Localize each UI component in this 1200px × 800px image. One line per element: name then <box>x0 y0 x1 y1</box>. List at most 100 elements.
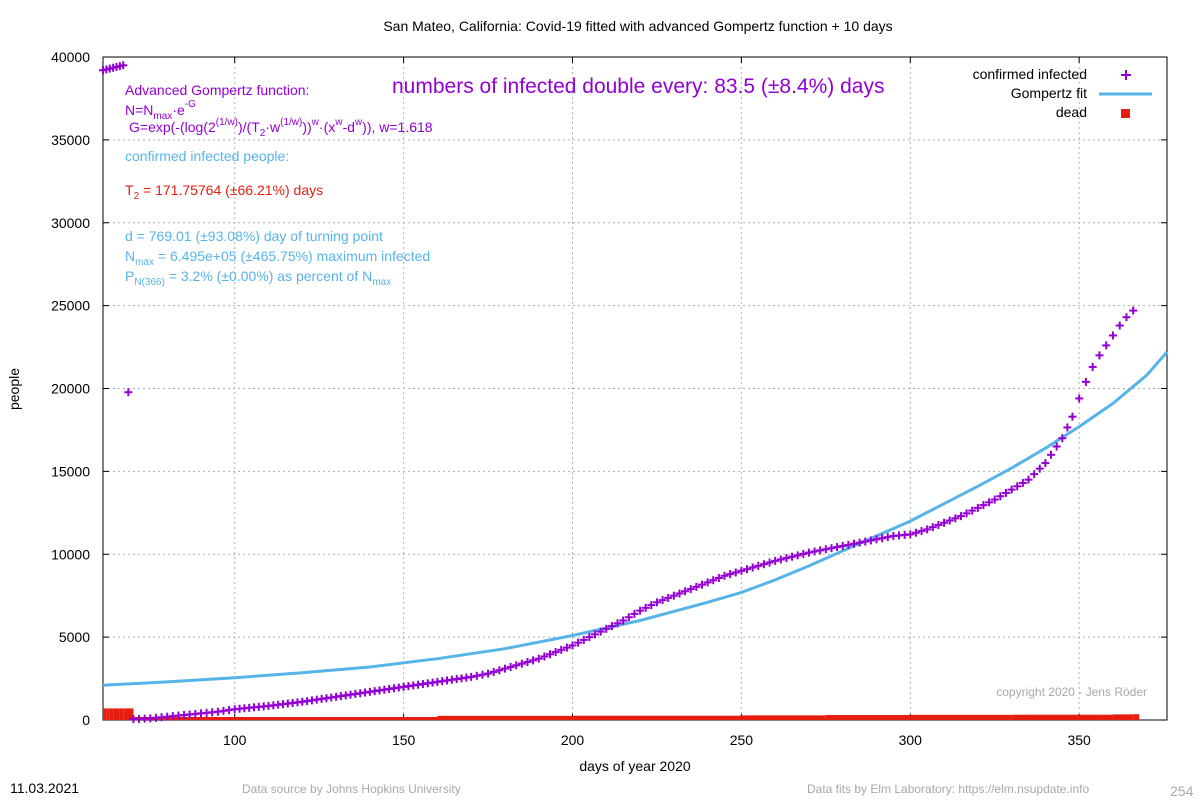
infected-point <box>1102 341 1111 350</box>
formula-g: G=exp(-(log(2(1/w))/(T2·w(1/w)))w·(xw-dw… <box>129 117 433 139</box>
infected-point <box>776 555 785 564</box>
infected-point <box>534 654 543 663</box>
y-tick-label: 5000 <box>59 629 90 645</box>
y-axis-label: people <box>6 368 22 410</box>
dead-bar <box>123 708 134 720</box>
footer-source: Data source by Johns Hopkins University <box>242 782 461 796</box>
infected-point <box>782 554 791 563</box>
series-gompertz-fit <box>102 351 1169 687</box>
infected-point <box>585 633 594 642</box>
infected-point <box>934 520 943 529</box>
grid-lines <box>103 57 1167 720</box>
infected-point <box>540 652 549 661</box>
footer-date: 11.03.2021 <box>10 780 79 796</box>
y-tick-label: 30000 <box>51 215 90 231</box>
infected-point <box>619 616 628 625</box>
infected-point <box>641 603 650 612</box>
dead-bar <box>234 717 269 720</box>
infected-point <box>1081 377 1090 386</box>
infected-point <box>630 609 639 618</box>
infected-point <box>1068 412 1077 421</box>
dead-bar <box>113 708 117 720</box>
infected-point <box>1052 442 1061 451</box>
infected-point <box>731 568 740 577</box>
infected-point <box>793 551 802 560</box>
chart-title: San Mateo, California: Covid-19 fitted w… <box>383 18 892 34</box>
infected-point <box>1115 321 1124 330</box>
infected-point <box>591 630 600 639</box>
dead-bar <box>109 708 114 720</box>
gompertz-title: Advanced Gompertz function: <box>125 82 309 98</box>
infected-point <box>1047 450 1056 459</box>
infected-point <box>906 530 915 539</box>
infected-point <box>119 61 128 70</box>
infected-point <box>945 516 954 525</box>
infected-point <box>1013 482 1022 491</box>
dead-bar <box>200 717 235 720</box>
x-tick-label: 100 <box>223 732 247 748</box>
confirmed-label: confirmed infected people: <box>125 148 289 164</box>
infected-point <box>816 546 825 555</box>
infected-point <box>872 535 881 544</box>
dead-bar <box>103 708 107 720</box>
legend-marker-dead <box>1121 109 1130 118</box>
infected-point <box>467 672 476 681</box>
infected-point <box>962 509 971 518</box>
infected-point <box>771 556 780 565</box>
infected-point <box>681 587 690 596</box>
infected-point <box>529 656 538 665</box>
t2-line: T2 = 171.75764 (±66.21%) days <box>125 182 323 202</box>
infected-point <box>748 563 757 572</box>
series-dead <box>103 708 1140 720</box>
infected-point <box>866 536 875 545</box>
infected-point <box>692 582 701 591</box>
infected-point <box>754 561 763 570</box>
infected-point <box>917 527 926 536</box>
infected-point <box>1063 423 1072 432</box>
dead-bar <box>741 715 826 720</box>
legend-label-fit: Gompertz fit <box>1011 85 1087 101</box>
nmax-line: Nmax = 6.495e+05 (±465.75%) maximum infe… <box>125 248 430 268</box>
infected-point <box>911 528 920 537</box>
infected-point <box>720 571 729 580</box>
infected-point <box>1075 394 1084 403</box>
infected-point <box>624 613 633 622</box>
infected-point <box>810 547 819 556</box>
infected-point <box>979 501 988 510</box>
infected-point <box>1041 459 1050 468</box>
infected-point <box>647 601 656 610</box>
footer-fits: Data fits by Elm Laboratory: https://elm… <box>807 782 1089 796</box>
doubling-annotation: numbers of infected double every: 83.5 (… <box>392 75 884 98</box>
y-tick-label: 15000 <box>51 463 90 479</box>
infected-point <box>804 548 813 557</box>
infected-point <box>517 659 526 668</box>
infected-point <box>506 662 515 671</box>
infected-point <box>658 596 667 605</box>
infected-point <box>985 498 994 507</box>
infected-point <box>1007 485 1016 494</box>
infected-point <box>743 565 752 574</box>
infected-point <box>849 539 858 548</box>
dead-bar <box>437 715 573 720</box>
infected-point <box>1030 470 1039 479</box>
y-axis-ticks: 0 5000 10000 15000 20000 25000 30000 35000 40000 <box>51 49 1167 728</box>
dead-bar <box>1112 714 1134 720</box>
series-confirmed-infected <box>99 61 1138 724</box>
infected-point <box>968 506 977 515</box>
infected-point <box>495 666 504 675</box>
dead-bar <box>116 708 120 720</box>
infected-point <box>669 591 678 600</box>
infected-point <box>557 645 566 654</box>
dead-bar <box>825 715 911 720</box>
d-line: d = 769.01 (±93.08%) day of turning poin… <box>125 228 383 244</box>
infected-point <box>996 492 1005 501</box>
copyright: copyright 2020 - Jens Röder <box>996 685 1147 699</box>
infected-point <box>709 576 718 585</box>
infected-point <box>1001 488 1010 497</box>
p-line: PN(366) = 3.2% (±0.00%) as percent of Nm… <box>125 268 391 288</box>
infected-point <box>607 622 616 631</box>
infected-point <box>1018 478 1027 487</box>
infected-point <box>664 593 673 602</box>
